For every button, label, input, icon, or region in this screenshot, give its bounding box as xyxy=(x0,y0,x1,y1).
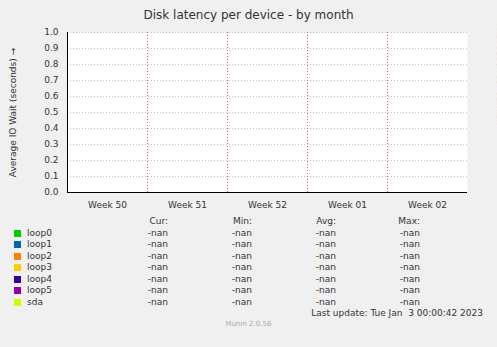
html-text:-nan: -nan xyxy=(315,250,336,261)
html-text:-nan: -nan xyxy=(231,250,252,261)
html-text:Cur:: Cur: xyxy=(149,216,168,226)
svg-text:Week 52: Week 52 xyxy=(248,200,287,210)
html-text:loop5: loop5 xyxy=(27,285,52,295)
svg-text:0.3: 0.3 xyxy=(44,139,58,149)
html-text:-nan: -nan xyxy=(231,296,252,307)
html-text:-nan: -nan xyxy=(399,273,420,284)
html-text:-nan: -nan xyxy=(231,239,252,249)
svg-text:0.0: 0.0 xyxy=(44,187,59,197)
html-text:-nan: -nan xyxy=(315,227,336,238)
svg-text:0.7: 0.7 xyxy=(44,75,58,85)
html-text:-nan: -nan xyxy=(147,227,168,238)
html-text:-nan: -nan xyxy=(315,273,336,284)
svg-text:Week 01: Week 01 xyxy=(328,200,367,210)
html-text:-nan: -nan xyxy=(315,239,336,249)
html-text:Avg:: Avg: xyxy=(316,216,336,226)
html-text:Munin 2.0.56: Munin 2.0.56 xyxy=(225,320,272,328)
svg-text:0.2: 0.2 xyxy=(44,155,58,165)
svg-text:Week 02: Week 02 xyxy=(408,200,447,210)
html-text:-nan: -nan xyxy=(399,285,420,295)
html-text:-nan: -nan xyxy=(147,239,168,249)
svg-text:0.8: 0.8 xyxy=(44,59,59,69)
html-text:-nan: -nan xyxy=(147,285,168,295)
html-text:loop3: loop3 xyxy=(27,262,52,272)
svg-text:0.4: 0.4 xyxy=(44,123,59,133)
html-text:-nan: -nan xyxy=(399,227,420,238)
html-text:sda: sda xyxy=(27,296,43,307)
svg-text:1.0: 1.0 xyxy=(44,27,59,37)
html-text:loop4: loop4 xyxy=(27,273,52,284)
svg-text:Week 51: Week 51 xyxy=(168,200,207,210)
html-text:Max:: Max: xyxy=(398,216,420,226)
svg-text:0.5: 0.5 xyxy=(44,107,58,117)
html-text:-nan: -nan xyxy=(147,262,168,272)
html-text:loop2: loop2 xyxy=(27,250,52,261)
svg-text:0.1: 0.1 xyxy=(44,171,58,181)
html-text:Min:: Min: xyxy=(233,216,252,226)
html-text:-nan: -nan xyxy=(231,285,252,295)
html-text:-nan: -nan xyxy=(231,273,252,284)
svg-text:0.6: 0.6 xyxy=(44,91,59,101)
html-text:loop0: loop0 xyxy=(27,227,52,238)
html-text:-nan: -nan xyxy=(147,296,168,307)
html-text:loop1: loop1 xyxy=(27,239,52,249)
html-text:-nan: -nan xyxy=(147,250,168,261)
html-text:-nan: -nan xyxy=(399,296,420,307)
html-text:-nan: -nan xyxy=(399,262,420,272)
svg-text:Average IO Wait (seconds) →: Average IO Wait (seconds) → xyxy=(8,47,18,177)
html-text:Last update: Tue Jan 3 00:00:4: Last update: Tue Jan 3 00:00:42 2023 xyxy=(311,308,483,318)
svg-text:0.9: 0.9 xyxy=(44,43,59,53)
html-text:-nan: -nan xyxy=(315,296,336,307)
html-text:-nan: -nan xyxy=(315,285,336,295)
svg-text:Week 50: Week 50 xyxy=(88,200,127,210)
html-text:-nan: -nan xyxy=(315,262,336,272)
html-text:Disk latency per device - by m: Disk latency per device - by month xyxy=(143,8,354,22)
html-text:-nan: -nan xyxy=(231,227,252,238)
html-text:-nan: -nan xyxy=(399,250,420,261)
html-text:-nan: -nan xyxy=(231,262,252,272)
html-text:-nan: -nan xyxy=(399,239,420,249)
html-text:-nan: -nan xyxy=(147,273,168,284)
